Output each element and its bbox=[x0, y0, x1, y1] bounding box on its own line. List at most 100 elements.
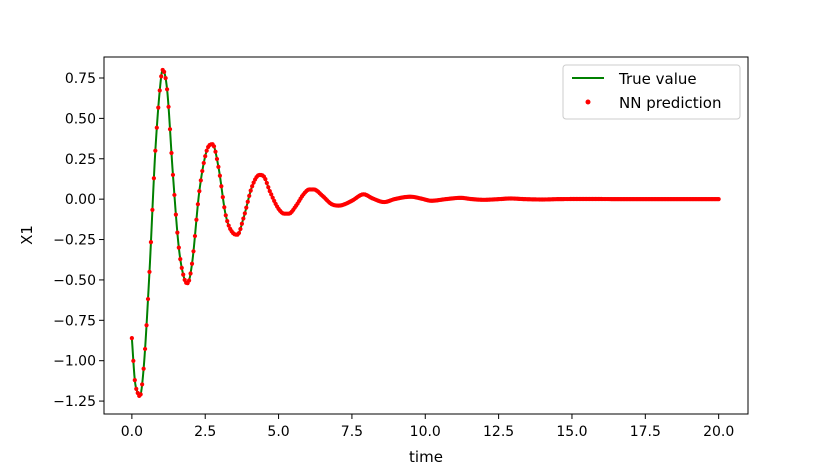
prediction-point bbox=[157, 88, 162, 93]
prediction-point bbox=[223, 213, 228, 218]
prediction-point bbox=[172, 192, 177, 198]
y-axis: 0.75 0.50 0.25 0.00 −0.25 −0.50 −0.75 −1.00 −1.2… bbox=[53, 71, 104, 410]
legend-label-nn-prediction: NN prediction bbox=[619, 94, 721, 112]
prediction-point bbox=[198, 178, 203, 183]
prediction-point bbox=[173, 212, 178, 217]
prediction-point bbox=[244, 205, 249, 210]
x-axis-label: time bbox=[409, 448, 443, 466]
prediction-point bbox=[222, 205, 227, 210]
y-tick-label: −0.25 bbox=[53, 233, 96, 249]
prediction-point bbox=[156, 105, 161, 110]
x-tick-label: 5.0 bbox=[267, 424, 289, 440]
prediction-point bbox=[188, 271, 193, 276]
x-tick-label: 12.5 bbox=[483, 424, 514, 440]
y-tick-label: −0.50 bbox=[53, 273, 96, 289]
prediction-point bbox=[164, 87, 170, 92]
prediction-point bbox=[239, 221, 244, 226]
y-tick-label: 0.75 bbox=[65, 71, 96, 87]
prediction-point bbox=[238, 226, 243, 232]
legend: True value NN prediction bbox=[562, 64, 741, 120]
prediction-point bbox=[166, 104, 171, 109]
prediction-point bbox=[267, 188, 272, 194]
legend-box bbox=[562, 64, 741, 120]
prediction-point bbox=[181, 272, 186, 277]
prediction-point bbox=[247, 193, 252, 199]
prediction-point bbox=[204, 148, 209, 153]
prediction-point bbox=[148, 240, 154, 245]
plot-frame bbox=[103, 56, 749, 415]
prediction-point bbox=[147, 269, 152, 274]
prediction-point bbox=[194, 217, 199, 222]
prediction-point bbox=[132, 377, 137, 383]
prediction-point bbox=[144, 323, 149, 328]
prediction-point bbox=[129, 335, 134, 341]
y-tick-label: −0.75 bbox=[53, 313, 96, 329]
prediction-point bbox=[241, 216, 246, 221]
prediction-point bbox=[197, 188, 202, 194]
prediction-point bbox=[176, 245, 181, 250]
prediction-point bbox=[213, 149, 218, 154]
y-tick-label: 0.50 bbox=[65, 111, 96, 127]
prediction-point bbox=[170, 172, 176, 178]
prediction-point bbox=[189, 261, 195, 266]
prediction-point bbox=[195, 202, 200, 207]
prediction-point bbox=[178, 257, 183, 262]
prediction-point bbox=[201, 160, 206, 166]
prediction-point bbox=[150, 207, 155, 212]
prediction-point bbox=[186, 278, 192, 283]
prediction-point bbox=[266, 185, 271, 190]
prediction-point bbox=[225, 219, 230, 224]
prediction-point bbox=[211, 144, 217, 149]
prediction-point bbox=[217, 173, 222, 178]
x-tick-label: 7.5 bbox=[341, 424, 363, 440]
prediction-point bbox=[220, 195, 225, 200]
plot-area bbox=[129, 67, 721, 399]
y-tick-label: −1.25 bbox=[53, 394, 96, 410]
y-tick-label: 0.00 bbox=[65, 192, 96, 208]
legend-label-true-value: True value bbox=[618, 70, 697, 88]
prediction-point bbox=[154, 125, 159, 130]
prediction-point bbox=[251, 180, 256, 185]
x-axis: 0.0 2.5 5.0 7.5 10.0 12.5 15.0 17.5 20.0 bbox=[121, 414, 734, 440]
prediction-point bbox=[151, 176, 156, 181]
x-tick-label: 20.0 bbox=[703, 424, 734, 440]
prediction-point bbox=[200, 168, 205, 174]
y-axis-label: X1 bbox=[18, 225, 36, 245]
prediction-point bbox=[142, 346, 148, 352]
prediction-point bbox=[203, 154, 208, 159]
x-tick-label: 17.5 bbox=[630, 424, 661, 440]
prediction-point bbox=[216, 164, 221, 169]
legend-dot-swatch bbox=[585, 99, 591, 105]
prediction-point bbox=[270, 195, 275, 200]
prediction-point bbox=[264, 180, 269, 186]
prediction-point bbox=[163, 75, 168, 81]
prediction-point bbox=[245, 199, 250, 204]
x-tick-label: 10.0 bbox=[410, 424, 441, 440]
y-tick-label: 0.25 bbox=[65, 152, 96, 168]
x-tick-label: 0.0 bbox=[121, 424, 143, 440]
prediction-point bbox=[169, 150, 174, 156]
prediction-point bbox=[140, 382, 145, 387]
prediction-point bbox=[131, 358, 136, 363]
prediction-point bbox=[214, 156, 220, 162]
prediction-point bbox=[179, 265, 184, 271]
prediction-point bbox=[242, 211, 247, 216]
prediction-point bbox=[716, 197, 721, 202]
series-nn-prediction bbox=[129, 67, 721, 399]
x-tick-label: 2.5 bbox=[194, 424, 216, 440]
prediction-point bbox=[236, 230, 242, 236]
prediction-point bbox=[145, 296, 151, 302]
prediction-point bbox=[226, 223, 231, 228]
prediction-point bbox=[248, 188, 253, 193]
prediction-point bbox=[167, 127, 173, 132]
prediction-point bbox=[153, 148, 158, 153]
prediction-point bbox=[141, 366, 146, 371]
x-tick-label: 15.0 bbox=[556, 424, 587, 440]
prediction-point bbox=[191, 249, 196, 254]
y-tick-label: −1.00 bbox=[53, 354, 96, 370]
prediction-point bbox=[138, 392, 143, 397]
prediction-point bbox=[175, 230, 180, 235]
prediction-point bbox=[162, 69, 167, 74]
prediction-point bbox=[263, 177, 268, 182]
